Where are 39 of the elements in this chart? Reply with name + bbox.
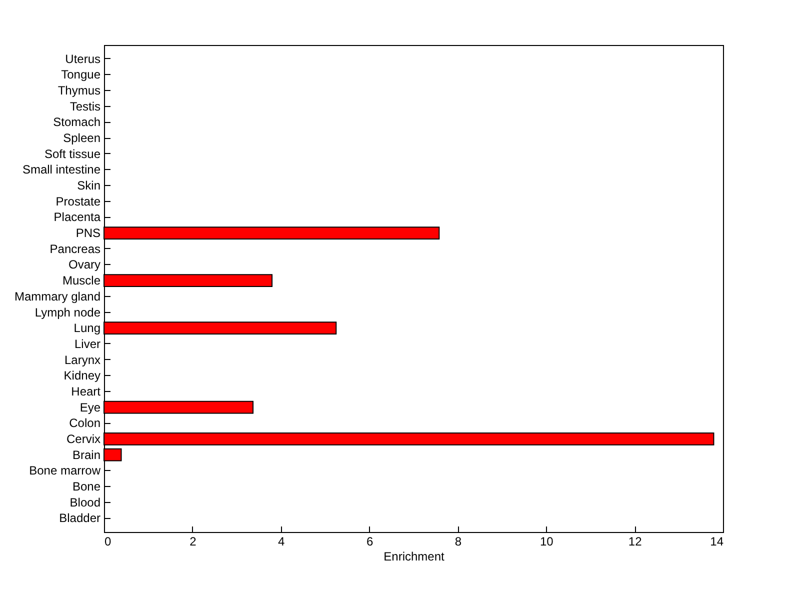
y-tick-label: Skin <box>77 178 100 193</box>
y-tick-label: Cervix <box>66 432 100 446</box>
y-tick-label: Uterus <box>65 52 100 66</box>
y-tick-label: Thymus <box>58 84 100 98</box>
x-tick-label: 6 <box>366 534 374 548</box>
x-tick-label: 0 <box>104 534 112 548</box>
y-tick-label: Heart <box>71 384 102 398</box>
y-tick-label: Prostate <box>56 194 101 208</box>
y-tick-label: Stomach <box>53 115 100 130</box>
y-tick-label: Mammary gland <box>14 289 100 304</box>
y-tick-label: PNS <box>76 226 100 240</box>
y-tick-label: Muscle <box>62 274 101 288</box>
y-tick-label: Kidney <box>64 368 100 383</box>
x-tick-label: 12 <box>628 534 642 548</box>
y-tick-label: Eye <box>80 400 101 414</box>
y-tick-label: Ovary <box>68 258 100 272</box>
y-tick-label: Bone <box>72 479 101 494</box>
x-tick-label: 4 <box>278 534 286 548</box>
y-tick-label: Larynx <box>64 352 100 367</box>
y-tick-label: Colon <box>69 416 100 430</box>
y-tick-label: Bone marrow <box>29 464 101 478</box>
y-tick-label: Soft tissue <box>44 146 101 161</box>
y-tick-label: Liver <box>74 336 100 351</box>
x-tick-label: 10 <box>540 534 554 548</box>
y-tick-label: Lung <box>74 321 100 336</box>
x-axis-title: Enrichment <box>384 550 446 564</box>
y-tick-label: Placenta <box>54 210 101 224</box>
x-tick-label: 2 <box>190 534 197 548</box>
y-tick-label: Small intestine <box>22 162 101 177</box>
y-tick-label: Testis <box>70 99 100 114</box>
y-tick-label: Blood <box>70 495 100 510</box>
y-tick-label: Pancreas <box>50 242 100 256</box>
y-tick-label: Bladder <box>59 511 100 526</box>
x-tick-label: 8 <box>454 534 462 548</box>
y-tick-label: Lymph node <box>34 305 101 320</box>
y-tick-label: Spleen <box>63 131 100 146</box>
x-tick-label: 14 <box>710 534 724 548</box>
y-tick-label: Brain <box>72 448 100 462</box>
y-tick-label: Tongue <box>61 68 101 82</box>
